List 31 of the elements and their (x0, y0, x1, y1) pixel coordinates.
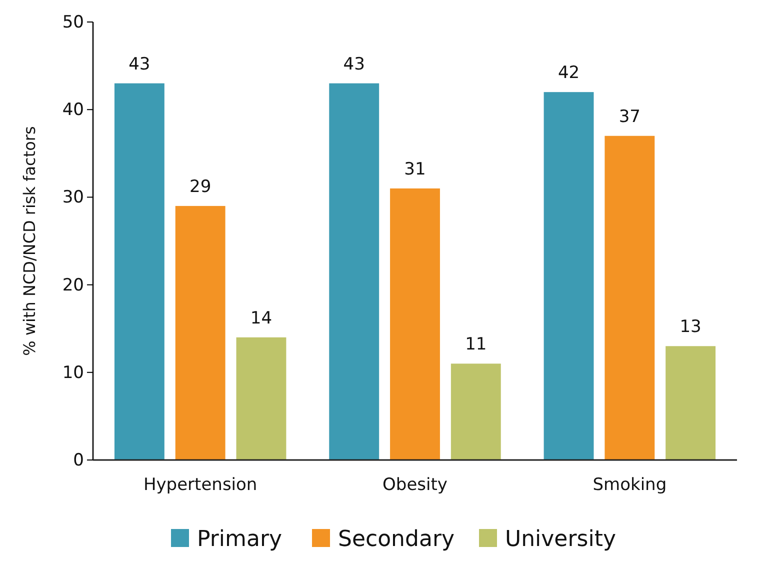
bar (390, 188, 440, 460)
bar (329, 83, 380, 460)
y-tick-label: 0 (73, 450, 84, 470)
bar (450, 364, 501, 460)
legend-label: Primary (197, 527, 282, 552)
x-tick-label: Obesity (382, 475, 448, 496)
y-tick-label: 40 (62, 100, 84, 120)
data-label: 14 (250, 308, 272, 328)
bar (114, 83, 164, 460)
y-tick-label: 20 (62, 275, 84, 296)
data-label: 29 (190, 176, 212, 197)
bar (236, 337, 286, 460)
y-tick-label: 30 (62, 188, 84, 208)
data-label: 13 (680, 317, 702, 338)
y-tick-label: 50 (62, 12, 84, 32)
y-axis-title: % with NCD/NCD risk factors (20, 126, 39, 356)
data-label: 31 (404, 159, 426, 180)
x-tick-label: Smoking (592, 475, 667, 496)
data-label: 43 (128, 54, 150, 74)
data-label: 42 (558, 63, 580, 84)
bar (666, 346, 716, 460)
bar (604, 136, 655, 460)
data-label: 37 (618, 106, 640, 127)
data-label: 11 (465, 334, 487, 355)
legend-label: University (505, 527, 616, 552)
bar (544, 92, 594, 460)
y-tick-label: 10 (62, 362, 84, 383)
data-label: 43 (343, 54, 365, 74)
x-tick-label: Hypertension (143, 475, 258, 496)
legend-label: Secondary (338, 527, 455, 552)
bar (175, 206, 226, 460)
